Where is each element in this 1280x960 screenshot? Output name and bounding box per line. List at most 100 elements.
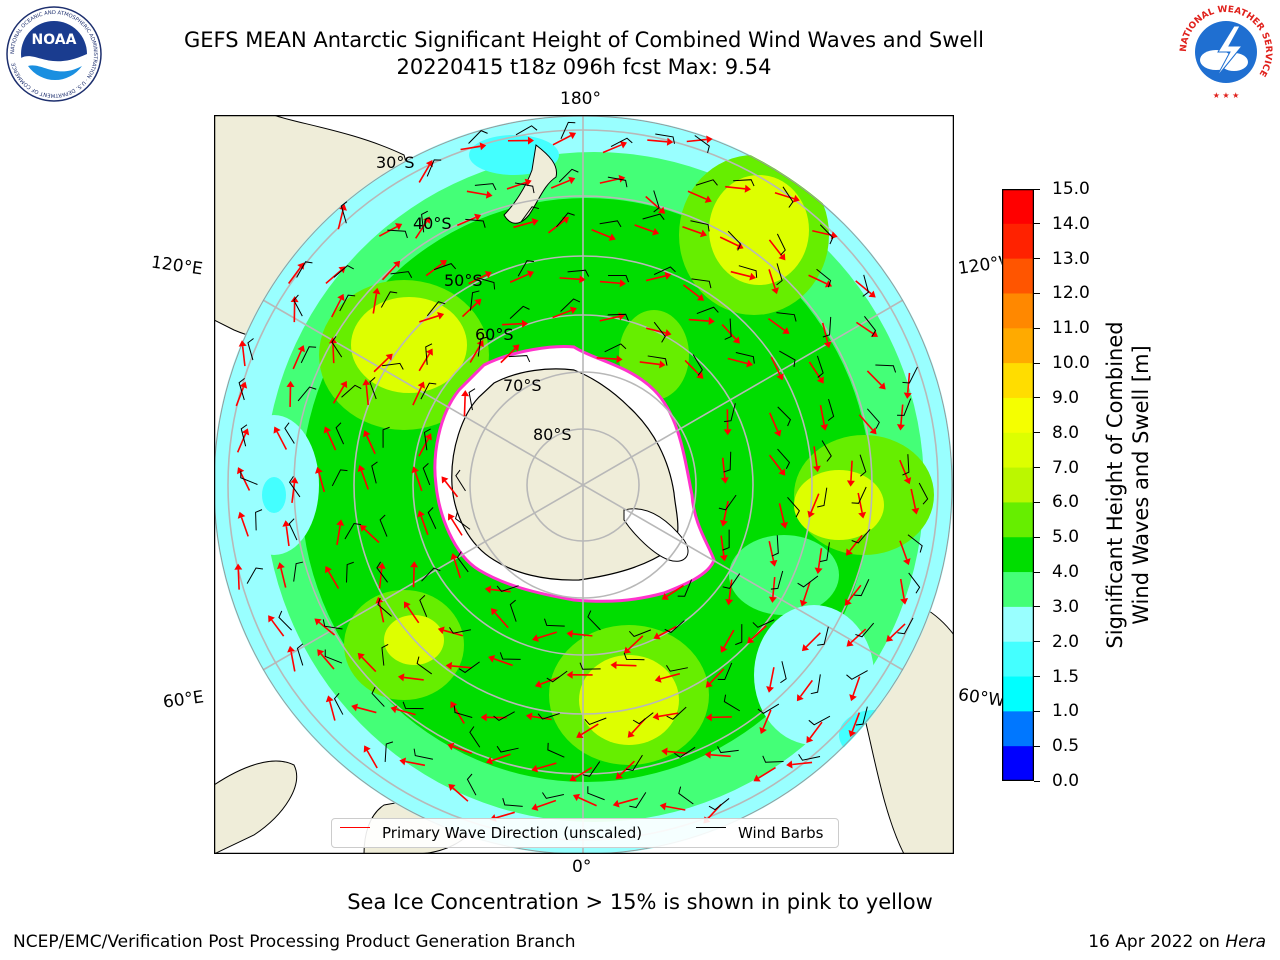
wave-arrow-shaft	[500, 348, 516, 364]
colorbar-swatch	[1002, 432, 1034, 469]
wave-arrow-shaft	[271, 619, 285, 637]
wave-arrow-head	[390, 705, 398, 714]
colorbar-swatch	[1002, 537, 1034, 573]
wave-arrow-head	[527, 136, 534, 145]
wave-arrow-shaft	[810, 493, 820, 513]
wave-arrow-shaft	[337, 209, 344, 230]
wave-arrow-shaft	[768, 269, 776, 289]
wind-barb	[384, 741, 394, 762]
wave-arrow-head	[534, 680, 542, 688]
wind-barb	[851, 486, 867, 504]
colorbar	[1002, 189, 1034, 781]
wave-arrow-shaft	[730, 270, 751, 278]
colorbar-swatch	[1002, 746, 1034, 781]
wave-arrow-head	[395, 223, 403, 231]
lon-label-120e: 120°E	[149, 252, 204, 280]
wind-barb	[918, 482, 929, 505]
colorbar-tick-label: 15.0	[1052, 179, 1090, 199]
wave-arrow-head	[911, 507, 920, 515]
wave-arrow-shaft	[687, 190, 707, 200]
wind-barb	[247, 338, 254, 361]
wind-barb	[515, 125, 538, 136]
wave-arrow-head	[778, 253, 786, 261]
wind-barb	[246, 567, 264, 584]
wind-barb	[762, 755, 784, 763]
wind-barb	[816, 355, 824, 378]
wave-direction-legend-line	[340, 827, 370, 828]
wave-arrow-head	[521, 319, 529, 328]
wind-barb	[296, 643, 304, 666]
wave-arrow-head	[357, 652, 365, 660]
wave-arrow-shaft	[808, 361, 822, 380]
wave-arrow-head	[848, 729, 857, 738]
wind-barb	[862, 274, 870, 297]
wave-arrow-shaft	[768, 412, 779, 432]
wave-arrow-shaft	[378, 225, 398, 237]
wave-arrow-head	[317, 649, 325, 657]
svg-text:★ ★ ★: ★ ★ ★	[1213, 91, 1240, 100]
wind-barb	[907, 534, 923, 553]
wave-arrow-shaft	[711, 716, 732, 719]
wind-barb	[902, 454, 910, 476]
wave-arrow-head	[315, 466, 323, 474]
colorbar-swatch	[1002, 502, 1034, 538]
wind-barb	[608, 275, 629, 283]
wave-arrow-head	[627, 730, 635, 738]
wind-barb	[546, 670, 568, 683]
wave-arrow-head	[619, 141, 628, 149]
wave-arrow-head	[403, 601, 411, 609]
wind-barb	[777, 406, 792, 427]
lon-label-180: 180°	[560, 89, 601, 109]
wave-arrow-head	[661, 593, 669, 600]
wave-arrow-shaft	[463, 396, 466, 417]
noaa-logo: NATIONAL OCEANIC AND ATMOSPHERIC ADMINIS…	[6, 6, 102, 102]
wind-barb	[493, 711, 515, 722]
wave-arrow-head	[659, 802, 667, 811]
wind-barb	[521, 206, 539, 222]
wind-barb	[722, 573, 741, 589]
wave-arrow-head	[732, 336, 740, 344]
wind-barb	[653, 321, 666, 343]
wave-arrow-head	[623, 646, 632, 654]
wind-barb	[465, 218, 486, 228]
wind-barb	[477, 336, 488, 357]
colorbar-tick-mark	[1034, 501, 1040, 503]
wave-arrow-head	[314, 618, 322, 626]
wave-arrow-head	[886, 634, 894, 642]
wind-barb	[696, 306, 719, 315]
wind-barb	[677, 579, 693, 597]
wind-barb	[810, 674, 821, 695]
wave-arrow-shaft	[710, 754, 731, 758]
footer-host: Hera	[1225, 932, 1266, 952]
wind-barb	[674, 746, 696, 758]
wave-arrow-shaft	[647, 139, 668, 143]
wave-arrow-head	[817, 376, 824, 384]
wave-arrow-head	[531, 218, 539, 226]
wave-arrow-shaft	[418, 164, 431, 183]
wave-arrow-head	[619, 279, 626, 288]
wind-barb	[599, 220, 622, 228]
wave-arrow-head	[652, 712, 660, 721]
wave-arrow-shaft	[819, 404, 825, 425]
wave-arrow-shaft	[627, 635, 644, 651]
sea-ice-note: Sea Ice Concentration > 15% is shown in …	[347, 890, 933, 914]
wave-arrow-head	[568, 132, 577, 140]
wave-arrow-head	[488, 655, 496, 663]
wind-barb	[390, 271, 413, 279]
wave-arrow-head	[753, 774, 761, 782]
wind-barb	[816, 268, 832, 288]
wave-arrow-head	[474, 298, 482, 306]
wave-arrow-shaft	[559, 277, 580, 281]
wave-arrow-head	[461, 390, 470, 397]
wave-arrow-shaft	[851, 712, 861, 732]
wave-arrow-head	[479, 142, 487, 151]
wave-arrow-head	[771, 287, 779, 295]
wave-arrow-shaft	[414, 471, 423, 492]
colorbar-title-line: Significant Height of Combined	[1103, 321, 1127, 649]
wind-barb	[331, 336, 343, 358]
wave-arrow-head	[774, 429, 782, 437]
colorbar-tick-mark	[1034, 397, 1040, 399]
wave-arrow-head	[484, 271, 492, 279]
wave-arrow-head	[766, 686, 774, 693]
wind-barb	[476, 277, 496, 290]
